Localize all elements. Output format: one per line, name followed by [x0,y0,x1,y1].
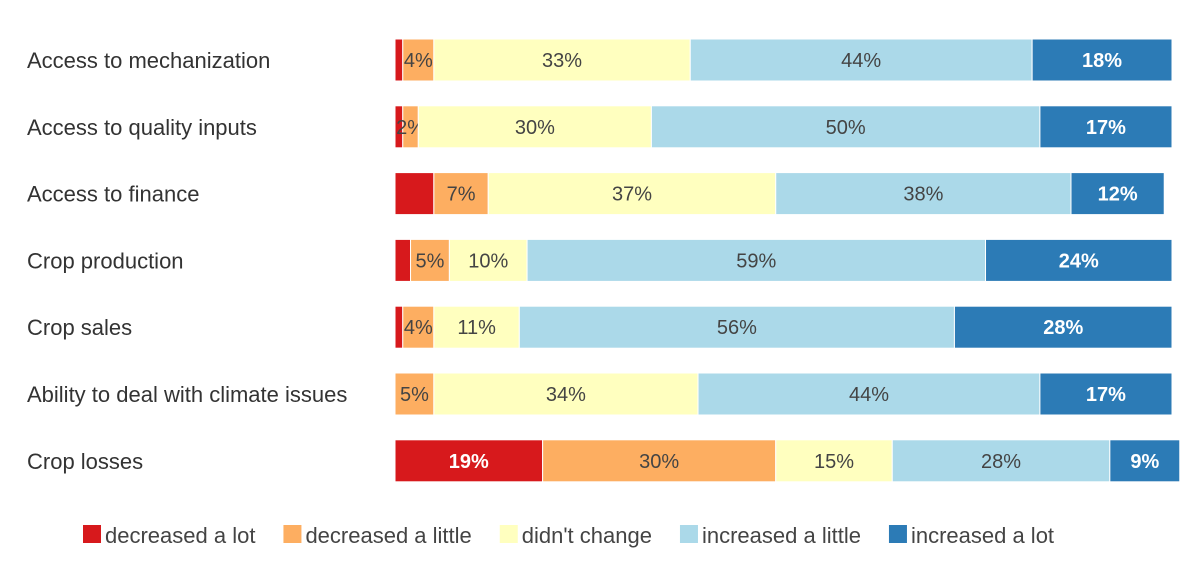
data-label: 4% [404,317,433,339]
data-label: 56% [717,317,757,339]
bar-segment-increased-a-lot [985,238,1173,282]
data-label: 34% [546,384,586,406]
bars: 4% 33% 44% 18%2% 30% 50% 17%7% 37% 38% 12%5% 10% 59… [394,38,1181,483]
bar-segment-didn-t-change [448,238,528,282]
category-labels: Access to mechanization Access to quality… [27,48,347,474]
legend-swatch [283,525,302,543]
category-label: Access to finance [27,182,199,207]
legend-label: increased a lot [911,523,1054,548]
bar-segment-didn-t-change [433,38,691,82]
bar-segment-decreased-a-little [433,172,489,216]
bar-segment-didn-t-change [775,439,893,483]
bar-segment-decreased-a-lot [394,238,412,282]
bar-segment-decreased-a-lot [394,305,404,349]
bar-segment-increased-a-little [689,38,1033,82]
data-label: 38% [903,184,943,206]
data-label: 24% [1059,250,1099,272]
bar-segment-increased-a-little [526,238,987,282]
category-label: Access to mechanization [27,48,270,73]
data-label: 37% [612,184,652,206]
data-label: 5% [400,384,429,406]
bar-segment-didn-t-change [417,105,652,149]
legend-swatch [888,525,907,543]
data-label: 30% [515,117,555,139]
legend: decreased a lot decreased a little didn't … [83,523,1054,548]
bar-segment-increased-a-lot [1109,439,1181,483]
bar-segment-increased-a-lot [953,305,1173,349]
category-label: Access to quality inputs [27,115,257,140]
data-label: 4% [404,50,433,72]
data-label: 17% [1086,384,1126,406]
bar-segment-decreased-a-lot [394,172,435,216]
data-label: 18% [1082,50,1122,72]
bar-segment-increased-a-lot [1031,38,1173,82]
data-label: 5% [416,250,445,272]
data-label: 33% [542,50,582,72]
category-label: Crop sales [27,315,132,340]
bar-segment-decreased-a-lot [394,38,404,82]
data-label: 9% [1130,451,1159,473]
data-label: 15% [814,451,854,473]
data-label: 10% [468,250,508,272]
bar-segment-decreased-a-little [542,439,777,483]
bar-segment-increased-a-lot [1039,372,1173,416]
bar-segment-decreased-a-little [394,372,435,416]
data-label: 19% [449,451,489,473]
legend-label: didn't change [522,523,652,548]
data-label: 11% [457,317,496,339]
bar-segment-didn-t-change [433,372,699,416]
data-label: 28% [1043,317,1083,339]
data-label: 44% [849,384,889,406]
bar-segment-decreased-a-little [402,305,435,349]
data-label: 17% [1086,117,1126,139]
data-label: 12% [1098,184,1138,206]
data-label: 28% [981,451,1021,473]
category-label: Crop production [27,248,184,273]
legend-label: decreased a little [305,523,471,548]
bar-segment-increased-a-little [775,172,1072,216]
data-label: 59% [736,250,776,272]
bar-segment-increased-a-lot [1039,105,1173,149]
data-label: 30% [639,451,679,473]
bar-segment-increased-a-lot [1070,172,1165,216]
legend-swatch [679,525,698,543]
bar-segment-increased-a-little [650,105,1041,149]
legend-label: decreased a lot [105,523,255,548]
data-label: 50% [826,117,866,139]
legend-swatch [499,525,518,543]
legend-swatch [83,525,101,543]
bar-segment-decreased-a-little [402,38,435,82]
data-label: 7% [447,184,476,206]
category-label: Ability to deal with climate issues [27,382,347,407]
bar-segment-didn-t-change [433,305,520,349]
bar-segment-increased-a-little [697,372,1041,416]
data-label: 44% [841,50,881,72]
bar-segment-didn-t-change [487,172,777,216]
category-label: Crop losses [27,449,143,474]
legend-label: increased a little [702,523,861,548]
